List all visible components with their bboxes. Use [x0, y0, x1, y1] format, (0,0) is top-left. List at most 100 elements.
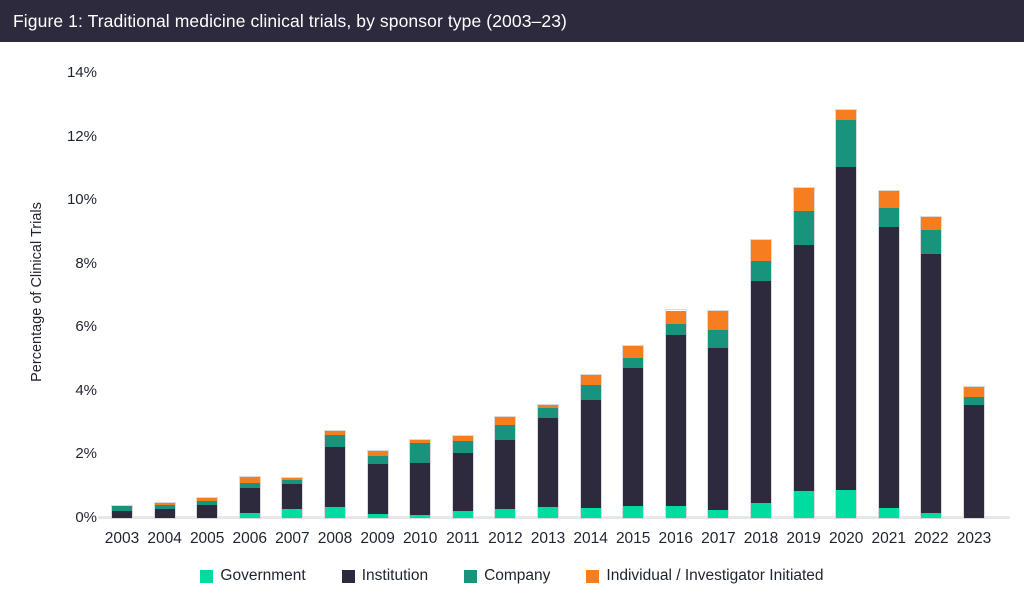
bar-segment-institution [708, 347, 729, 510]
bar-2011 [451, 435, 474, 519]
bar-2017 [707, 310, 730, 519]
legend-item-institution: Institution [341, 567, 429, 585]
bar-2007 [281, 476, 304, 520]
legend-item-individual: Individual / Investigator Initiated [586, 567, 824, 585]
bar-segment-company [495, 425, 516, 440]
legend-swatch-company [464, 569, 478, 583]
bar-segment-individual [410, 439, 431, 443]
bar-segment-institution [495, 439, 516, 510]
bar-segment-individual [921, 217, 942, 231]
bar-2020 [835, 108, 858, 520]
bar-segment-government [751, 502, 771, 518]
x-tick-label: 2012 [488, 530, 523, 547]
legend-swatch-government [200, 569, 214, 583]
bar-segment-institution [112, 511, 132, 518]
bar-segment-individual [197, 498, 218, 501]
bar-segment-company [367, 456, 388, 465]
bar-2006 [238, 476, 261, 519]
bar-segment-institution [325, 446, 345, 508]
bar-segment-company [452, 440, 473, 453]
bar-segment-institution [751, 280, 771, 503]
bar-segment-individual [665, 310, 686, 324]
bar-segment-company [325, 435, 345, 447]
bar-segment-government [495, 509, 516, 518]
bar-segment-government [367, 513, 388, 518]
legend-label: Government [220, 567, 306, 584]
bar-segment-company [751, 260, 771, 281]
bar-segment-government [452, 511, 473, 518]
bar-segment-government [325, 507, 345, 518]
x-tick-label: 2003 [104, 530, 140, 547]
bar-2009 [366, 450, 389, 519]
x-tick-label: 2010 [402, 530, 438, 547]
y-tick-label: 4% [75, 381, 97, 399]
bar-segment-company [538, 407, 558, 418]
bar-segment-individual [964, 387, 984, 397]
y-tick-label: 10% [66, 191, 97, 209]
legend-label: Individual / Investigator Initiated [606, 567, 824, 584]
bar-2010 [409, 438, 432, 519]
bar-segment-government [239, 512, 260, 518]
bar-2003 [111, 505, 133, 519]
bar-segment-individual [495, 417, 516, 426]
x-tick-label: 2016 [658, 530, 694, 547]
bar-segment-individual [836, 109, 857, 121]
x-tick-label: 2011 [446, 530, 480, 547]
bar-segment-individual [367, 451, 388, 457]
bar-2022 [920, 216, 943, 519]
bar-segment-institution [623, 368, 644, 506]
bar-segment-company [154, 505, 175, 510]
bar-segment-company [282, 479, 303, 484]
bar-segment-institution [367, 464, 388, 514]
y-axis-title: Percentage of Clinical Trials [29, 202, 45, 382]
bar-2019 [792, 187, 815, 519]
bar-segment-government [708, 509, 729, 518]
x-tick-label: 2009 [360, 530, 395, 547]
x-tick-label: 2023 [956, 530, 992, 547]
bar-2016 [664, 309, 687, 519]
y-tick-label: 14% [66, 64, 97, 81]
figure-title-bar: Figure 1: Traditional medicine clinical … [0, 0, 1024, 42]
x-tick-label: 2021 [871, 530, 907, 547]
bar-segment-institution [282, 483, 303, 510]
bar-segment-institution [878, 227, 899, 508]
bar-segment-company [410, 442, 431, 463]
bar-segment-government [665, 505, 686, 518]
bar-segment-individual [325, 430, 345, 436]
bar-segment-institution [410, 462, 431, 516]
bar-segment-individual [452, 436, 473, 441]
bar-segment-company [878, 208, 899, 228]
x-tick-label: 2007 [275, 530, 310, 547]
y-tick-label: 8% [75, 254, 97, 272]
bar-segment-individual [282, 477, 303, 480]
bar-2008 [324, 429, 346, 520]
x-tick-label: 2014 [573, 530, 608, 547]
bar-segment-government [793, 491, 814, 518]
bar-segment-individual [623, 346, 644, 358]
legend-swatch-institution [341, 569, 355, 583]
bar-segment-individual [878, 191, 899, 209]
bar-segment-government [538, 506, 558, 518]
legend-swatch-individual [586, 569, 600, 583]
bar-segment-government [623, 505, 644, 518]
x-tick-label: 2005 [189, 530, 225, 547]
legend-label: Company [484, 567, 551, 584]
bar-segment-institution [154, 509, 175, 518]
bar-segment-individual [793, 188, 814, 212]
x-tick-label: 2018 [743, 530, 779, 547]
bar-segment-company [921, 230, 942, 254]
bar-segment-individual [708, 311, 729, 331]
bar-segment-government [580, 507, 601, 518]
bar-segment-institution [665, 334, 686, 506]
x-tick-label: 2004 [147, 530, 182, 547]
bar-segment-institution [452, 452, 473, 512]
bar-segment-individual [751, 240, 771, 261]
bar-segment-institution [921, 253, 942, 513]
bar-segment-institution [580, 400, 601, 508]
bar-segment-company [580, 384, 601, 401]
bar-segment-institution [538, 417, 558, 507]
bar-segment-company [836, 120, 857, 168]
legend-label: Institution [361, 567, 429, 584]
x-tick-label: 2006 [232, 530, 268, 547]
bar-segment-individual [154, 503, 175, 506]
